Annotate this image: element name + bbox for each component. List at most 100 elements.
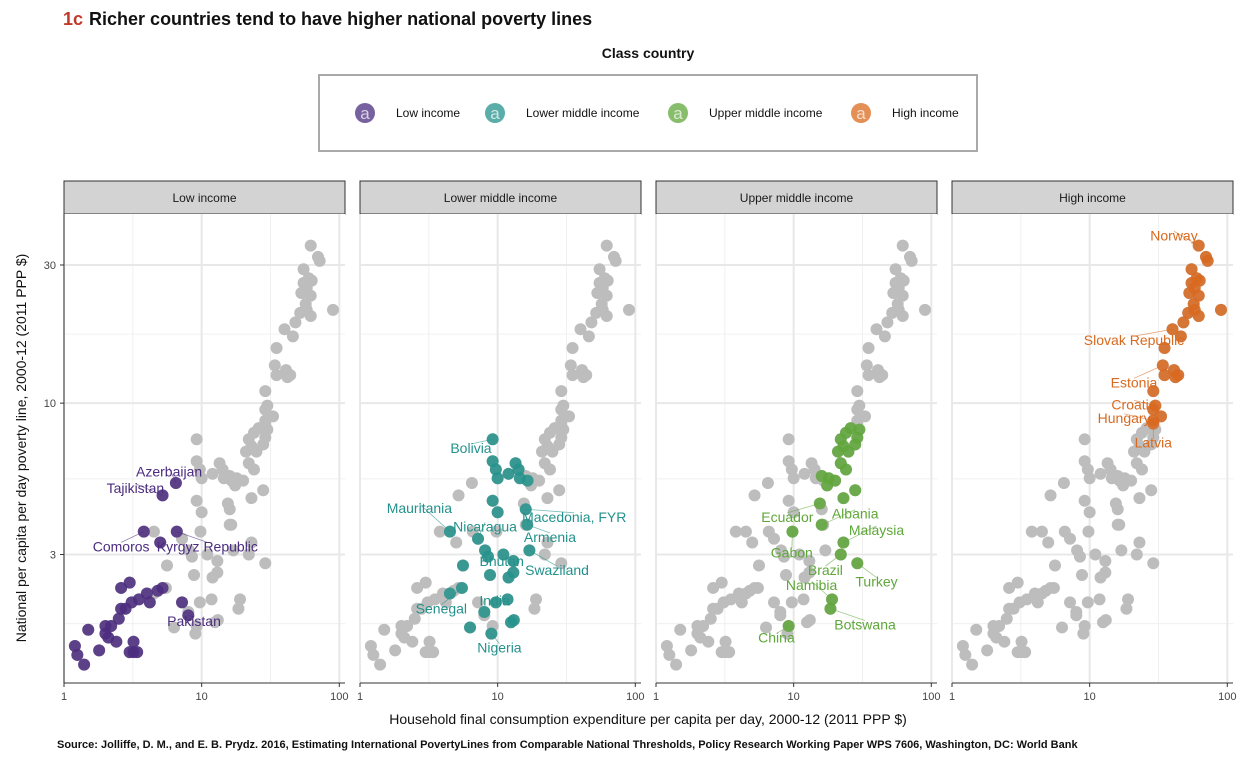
background-point <box>719 646 732 659</box>
background-point <box>295 287 308 300</box>
x-tick-label: 1 <box>357 691 363 703</box>
label-connector <box>1133 365 1163 379</box>
background-point <box>966 658 979 671</box>
background-point <box>268 359 281 372</box>
data-point <box>456 559 469 572</box>
background-point <box>787 506 800 519</box>
country-label: Ecuador <box>761 509 813 525</box>
background-point <box>1099 614 1112 627</box>
legend-title: Class country <box>602 45 695 61</box>
background-point <box>364 639 377 652</box>
background-point <box>211 566 224 579</box>
background-point <box>819 544 832 557</box>
label-connector <box>120 531 144 543</box>
background-point <box>919 303 932 316</box>
data-point <box>154 536 167 549</box>
background-point <box>739 525 752 538</box>
legend-key <box>355 103 375 123</box>
background-point <box>670 658 683 671</box>
background-point <box>956 639 969 652</box>
data-point <box>486 494 499 507</box>
label-connector <box>1133 328 1173 337</box>
x-tick-label: 100 <box>922 691 940 703</box>
background-point <box>367 648 380 661</box>
label-connector <box>525 508 575 514</box>
background-point <box>294 306 307 319</box>
background-point <box>1089 548 1102 561</box>
label-connector <box>527 524 551 534</box>
background-point <box>1000 612 1013 625</box>
background-point <box>211 614 224 627</box>
x-tick-label: 1 <box>61 691 67 703</box>
x-tick-label: 100 <box>330 691 348 703</box>
facet-strip <box>63 180 346 215</box>
background-point <box>1082 525 1095 538</box>
data-point <box>1192 309 1205 322</box>
background-point <box>851 403 864 416</box>
background-point <box>270 342 283 355</box>
x-tick-label: 1 <box>653 691 659 703</box>
background-point <box>782 494 795 507</box>
facet-panel: Lower middle income Bolivia MauritaniaNica… <box>357 180 644 703</box>
background-point <box>185 550 198 563</box>
background-point <box>1083 506 1096 519</box>
country-label: Botswana <box>834 616 896 632</box>
background-point <box>803 614 816 627</box>
background-point <box>201 548 214 561</box>
background-point <box>250 445 263 458</box>
background-point <box>719 635 732 648</box>
data-point <box>71 648 84 661</box>
background-point <box>378 623 391 636</box>
background-point <box>785 596 798 609</box>
background-point <box>704 612 717 625</box>
data-point <box>1177 316 1190 329</box>
data-point <box>93 644 106 657</box>
background-point <box>242 548 255 561</box>
background-point <box>245 536 258 549</box>
country-label: Norway <box>1150 227 1197 243</box>
background-point <box>433 525 446 538</box>
background-point <box>555 385 568 398</box>
background-point <box>1025 525 1038 538</box>
data-point <box>481 550 494 563</box>
legend-key <box>851 103 871 123</box>
chart-title: 1c Richer countries tend to have higher n… <box>63 9 592 30</box>
background-point <box>541 536 554 549</box>
background-point <box>168 621 181 634</box>
background-point <box>188 568 201 581</box>
data-point <box>127 635 140 648</box>
x-tick-label: 100 <box>626 691 644 703</box>
background-point <box>286 330 299 343</box>
background-point <box>408 612 421 625</box>
legend-entry-label: Low income <box>396 106 460 120</box>
background-point <box>862 369 875 382</box>
label-connector <box>843 525 877 543</box>
background-point <box>232 602 245 615</box>
background-point <box>555 557 568 570</box>
x-tick-label: 100 <box>1218 691 1236 703</box>
background-point <box>1076 568 1089 581</box>
data-point <box>1183 287 1196 300</box>
data-point <box>1185 263 1198 276</box>
background-point <box>797 593 810 606</box>
data-point <box>491 506 504 519</box>
background-point <box>600 309 613 322</box>
background-point <box>600 239 613 252</box>
background-point <box>541 492 554 505</box>
background-point <box>860 359 873 372</box>
data-point <box>1182 306 1195 319</box>
background-point <box>206 467 219 480</box>
background-point <box>536 445 549 458</box>
background-point <box>1111 518 1124 531</box>
background-point <box>760 621 773 634</box>
data-point <box>127 646 140 659</box>
background-point <box>278 323 291 336</box>
background-point <box>259 557 272 570</box>
country-label: Mauritania <box>387 500 453 516</box>
background-point <box>566 342 579 355</box>
x-axis-label: Household final consumption expenditure … <box>389 711 907 727</box>
background-point <box>1122 593 1135 606</box>
background-point <box>685 644 698 657</box>
background-point <box>205 593 218 606</box>
background-point <box>160 559 173 572</box>
